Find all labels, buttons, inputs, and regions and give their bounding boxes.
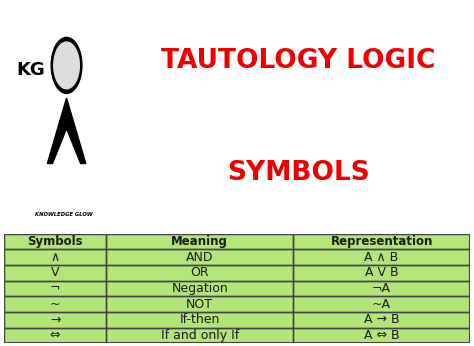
Bar [106,296,293,312]
Text: ∧: ∧ [51,251,60,264]
Bar [4,281,106,296]
Text: V: V [51,266,59,279]
Bar [106,312,293,328]
Bar [293,296,470,312]
Bar [4,312,106,328]
Text: ⇔: ⇔ [50,329,60,342]
Bar [4,281,106,296]
Text: A ∧ B: A ∧ B [365,251,399,264]
Text: A ⇔ B: A ⇔ B [364,329,400,342]
Bar [4,296,106,312]
Text: AND: AND [186,251,213,264]
Bar [293,312,470,328]
Bar [106,234,293,249]
Bar [106,296,293,312]
Bar [4,249,106,265]
Text: A → B: A → B [364,313,400,326]
Text: ~: ~ [50,298,60,311]
Bar [293,234,470,249]
Bar [106,328,293,343]
Text: TAUTOLOGY LOGIC: TAUTOLOGY LOGIC [162,48,436,74]
Circle shape [51,37,82,93]
Text: NOT: NOT [186,298,213,311]
Bar [4,265,106,281]
Bar [4,296,106,312]
Text: KG: KG [17,61,46,79]
Text: OR: OR [191,266,209,279]
Polygon shape [47,98,86,164]
Text: If and only If: If and only If [161,329,239,342]
Bar [106,234,293,249]
Bar [293,249,470,265]
Bar [4,328,106,343]
Bar [293,312,470,328]
Bar [4,312,106,328]
Text: ¬A: ¬A [372,282,391,295]
Text: A V B: A V B [365,266,399,279]
Text: If-then: If-then [180,313,220,326]
Bar [293,234,470,249]
Text: KNOWLEDGE GLOW: KNOWLEDGE GLOW [35,212,93,217]
Bar [106,312,293,328]
Bar [106,249,293,265]
Bar [106,265,293,281]
Bar [106,281,293,296]
Bar [4,328,106,343]
Bar [293,328,470,343]
Text: Meaning: Meaning [171,235,228,248]
Bar [4,234,106,249]
Text: Representation: Representation [330,235,433,248]
Bar [106,281,293,296]
Bar [293,328,470,343]
Bar [106,249,293,265]
Bar [106,265,293,281]
Bar [293,249,470,265]
Text: ~A: ~A [372,298,391,311]
Bar [4,249,106,265]
Bar [293,265,470,281]
Text: Symbols: Symbols [27,235,83,248]
Bar [293,281,470,296]
Bar [293,281,470,296]
Text: →: → [50,313,60,326]
Circle shape [54,42,79,89]
Text: SYMBOLS: SYMBOLS [227,160,370,186]
Bar [4,234,106,249]
Text: ¬: ¬ [50,282,60,295]
Bar [106,328,293,343]
Text: Negation: Negation [171,282,228,295]
Bar [293,265,470,281]
Bar [4,265,106,281]
Bar [293,296,470,312]
